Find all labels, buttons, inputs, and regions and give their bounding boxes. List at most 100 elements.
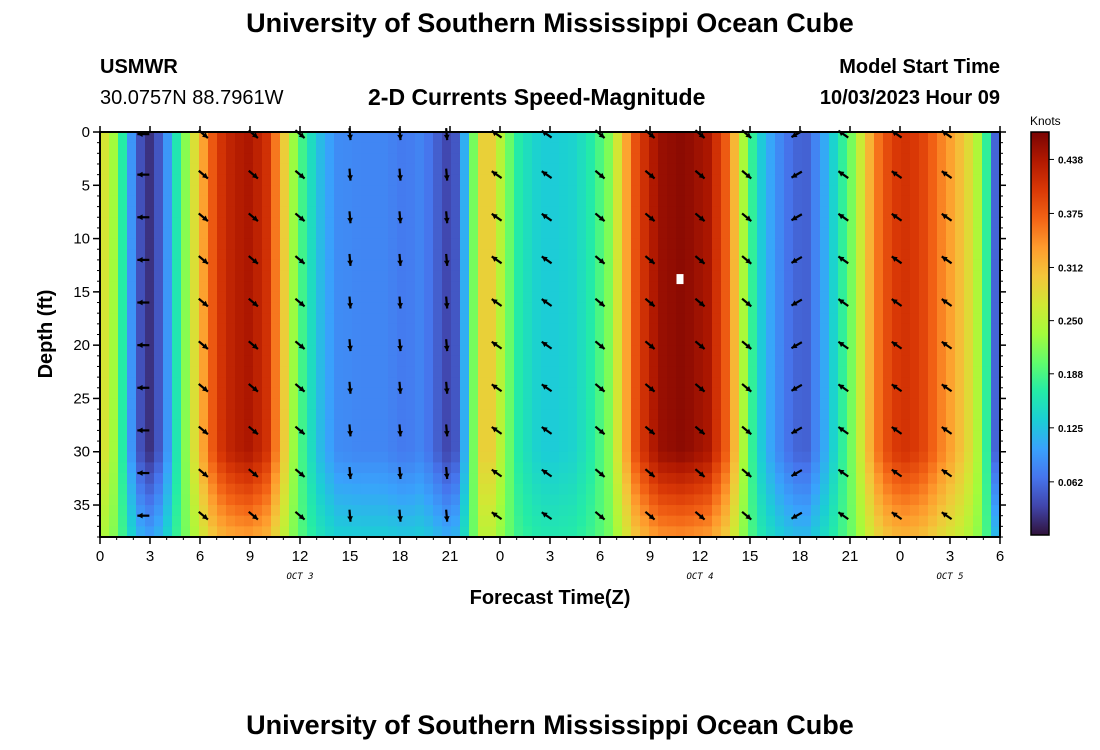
heat-cell xyxy=(262,505,272,517)
heat-cell xyxy=(667,494,677,506)
heat-cell xyxy=(109,142,119,154)
heat-cell xyxy=(280,195,290,208)
heat-cell xyxy=(352,505,362,517)
heat-cell xyxy=(838,387,848,400)
heat-cell xyxy=(703,419,713,432)
heat-cell xyxy=(649,462,659,474)
current-vector xyxy=(248,212,259,222)
heat-cell xyxy=(127,142,137,154)
heat-cell xyxy=(163,387,173,400)
heat-cell xyxy=(469,270,479,282)
heat-cell xyxy=(991,302,1001,314)
heat-cell xyxy=(658,441,668,453)
heat-cell xyxy=(757,505,767,517)
heat-cell xyxy=(406,387,416,400)
heat-cell xyxy=(469,451,479,463)
heat-cell xyxy=(316,238,326,250)
heat-cell xyxy=(586,494,596,506)
heat-cell xyxy=(676,281,686,293)
heat-cell xyxy=(604,153,614,165)
heat-cell xyxy=(541,238,551,250)
heat-cell xyxy=(208,281,218,293)
heat-cell xyxy=(667,526,677,538)
heat-cell xyxy=(829,483,839,495)
heat-cell xyxy=(109,227,119,240)
heat-cell xyxy=(262,526,272,538)
heat-cell xyxy=(253,515,263,527)
heat-cell xyxy=(658,163,668,176)
heat-cell xyxy=(406,217,416,229)
heat-cell xyxy=(532,526,542,538)
heat-cell xyxy=(838,494,848,506)
heat-cell xyxy=(487,249,497,261)
heat-cell xyxy=(802,462,812,474)
heat-cell xyxy=(865,270,875,282)
current-vector xyxy=(741,383,752,393)
heat-cell xyxy=(361,313,371,325)
heat-cell xyxy=(361,451,371,463)
heat-cell xyxy=(478,227,488,240)
heat-cell xyxy=(298,398,308,410)
colorbar: Knots 0.0620.1250.1880.2500.3120.3750.43… xyxy=(1030,114,1083,536)
heat-cell xyxy=(379,313,389,325)
heat-cell xyxy=(559,387,569,400)
heat-cell xyxy=(478,217,488,229)
heat-cell xyxy=(496,494,506,506)
heat-cell xyxy=(289,313,299,325)
vector-head xyxy=(397,473,403,480)
heat-cell xyxy=(694,153,704,165)
heat-cell xyxy=(892,505,902,517)
heat-cell xyxy=(478,259,488,272)
heat-cell xyxy=(739,409,749,421)
heat-cell xyxy=(136,323,146,336)
heat-cell xyxy=(532,505,542,517)
heat-cell xyxy=(640,483,650,495)
heat-cell xyxy=(397,195,407,208)
heat-cell xyxy=(478,206,488,218)
heat-cell xyxy=(181,142,191,154)
heat-cell xyxy=(379,334,389,346)
heat-cell xyxy=(694,494,704,506)
heat-cell xyxy=(217,377,227,389)
heat-cell xyxy=(181,302,191,314)
heat-cell xyxy=(928,174,938,186)
heat-cell xyxy=(829,473,839,485)
heat-cell xyxy=(748,174,758,186)
heat-cell xyxy=(100,153,110,165)
heat-cell xyxy=(415,270,425,282)
heat-cell xyxy=(739,355,749,368)
heat-cell xyxy=(559,227,569,240)
heat-cell xyxy=(649,313,659,325)
heat-cell xyxy=(604,409,614,421)
heat-cell xyxy=(973,409,983,421)
heat-cell xyxy=(541,387,551,400)
heat-cell xyxy=(451,387,461,400)
current-vector xyxy=(790,511,803,520)
heat-cell xyxy=(145,153,155,165)
heat-cell xyxy=(154,291,164,304)
heat-cell xyxy=(586,270,596,282)
vector-head xyxy=(137,342,143,349)
heat-cell xyxy=(775,419,785,432)
heat-cell xyxy=(802,323,812,336)
heat-cell xyxy=(370,377,380,389)
heat-cell xyxy=(271,142,281,154)
heat-cell xyxy=(118,494,128,506)
heat-cell xyxy=(865,153,875,165)
heat-cell xyxy=(226,398,236,410)
heat-cell xyxy=(172,185,182,197)
heat-cell xyxy=(433,451,443,463)
heat-cell xyxy=(163,409,173,421)
heat-cell xyxy=(424,494,434,506)
heat-cell xyxy=(937,409,947,421)
heat-cell xyxy=(388,441,398,453)
heat-cell xyxy=(577,515,587,527)
heat-cell xyxy=(766,355,776,368)
heat-cell xyxy=(397,259,407,272)
heat-cell xyxy=(370,323,380,336)
heat-cell xyxy=(199,387,209,400)
heat-cell xyxy=(109,323,119,336)
heat-cell xyxy=(910,494,920,506)
heat-cell xyxy=(784,217,794,229)
heat-cell xyxy=(514,473,524,485)
